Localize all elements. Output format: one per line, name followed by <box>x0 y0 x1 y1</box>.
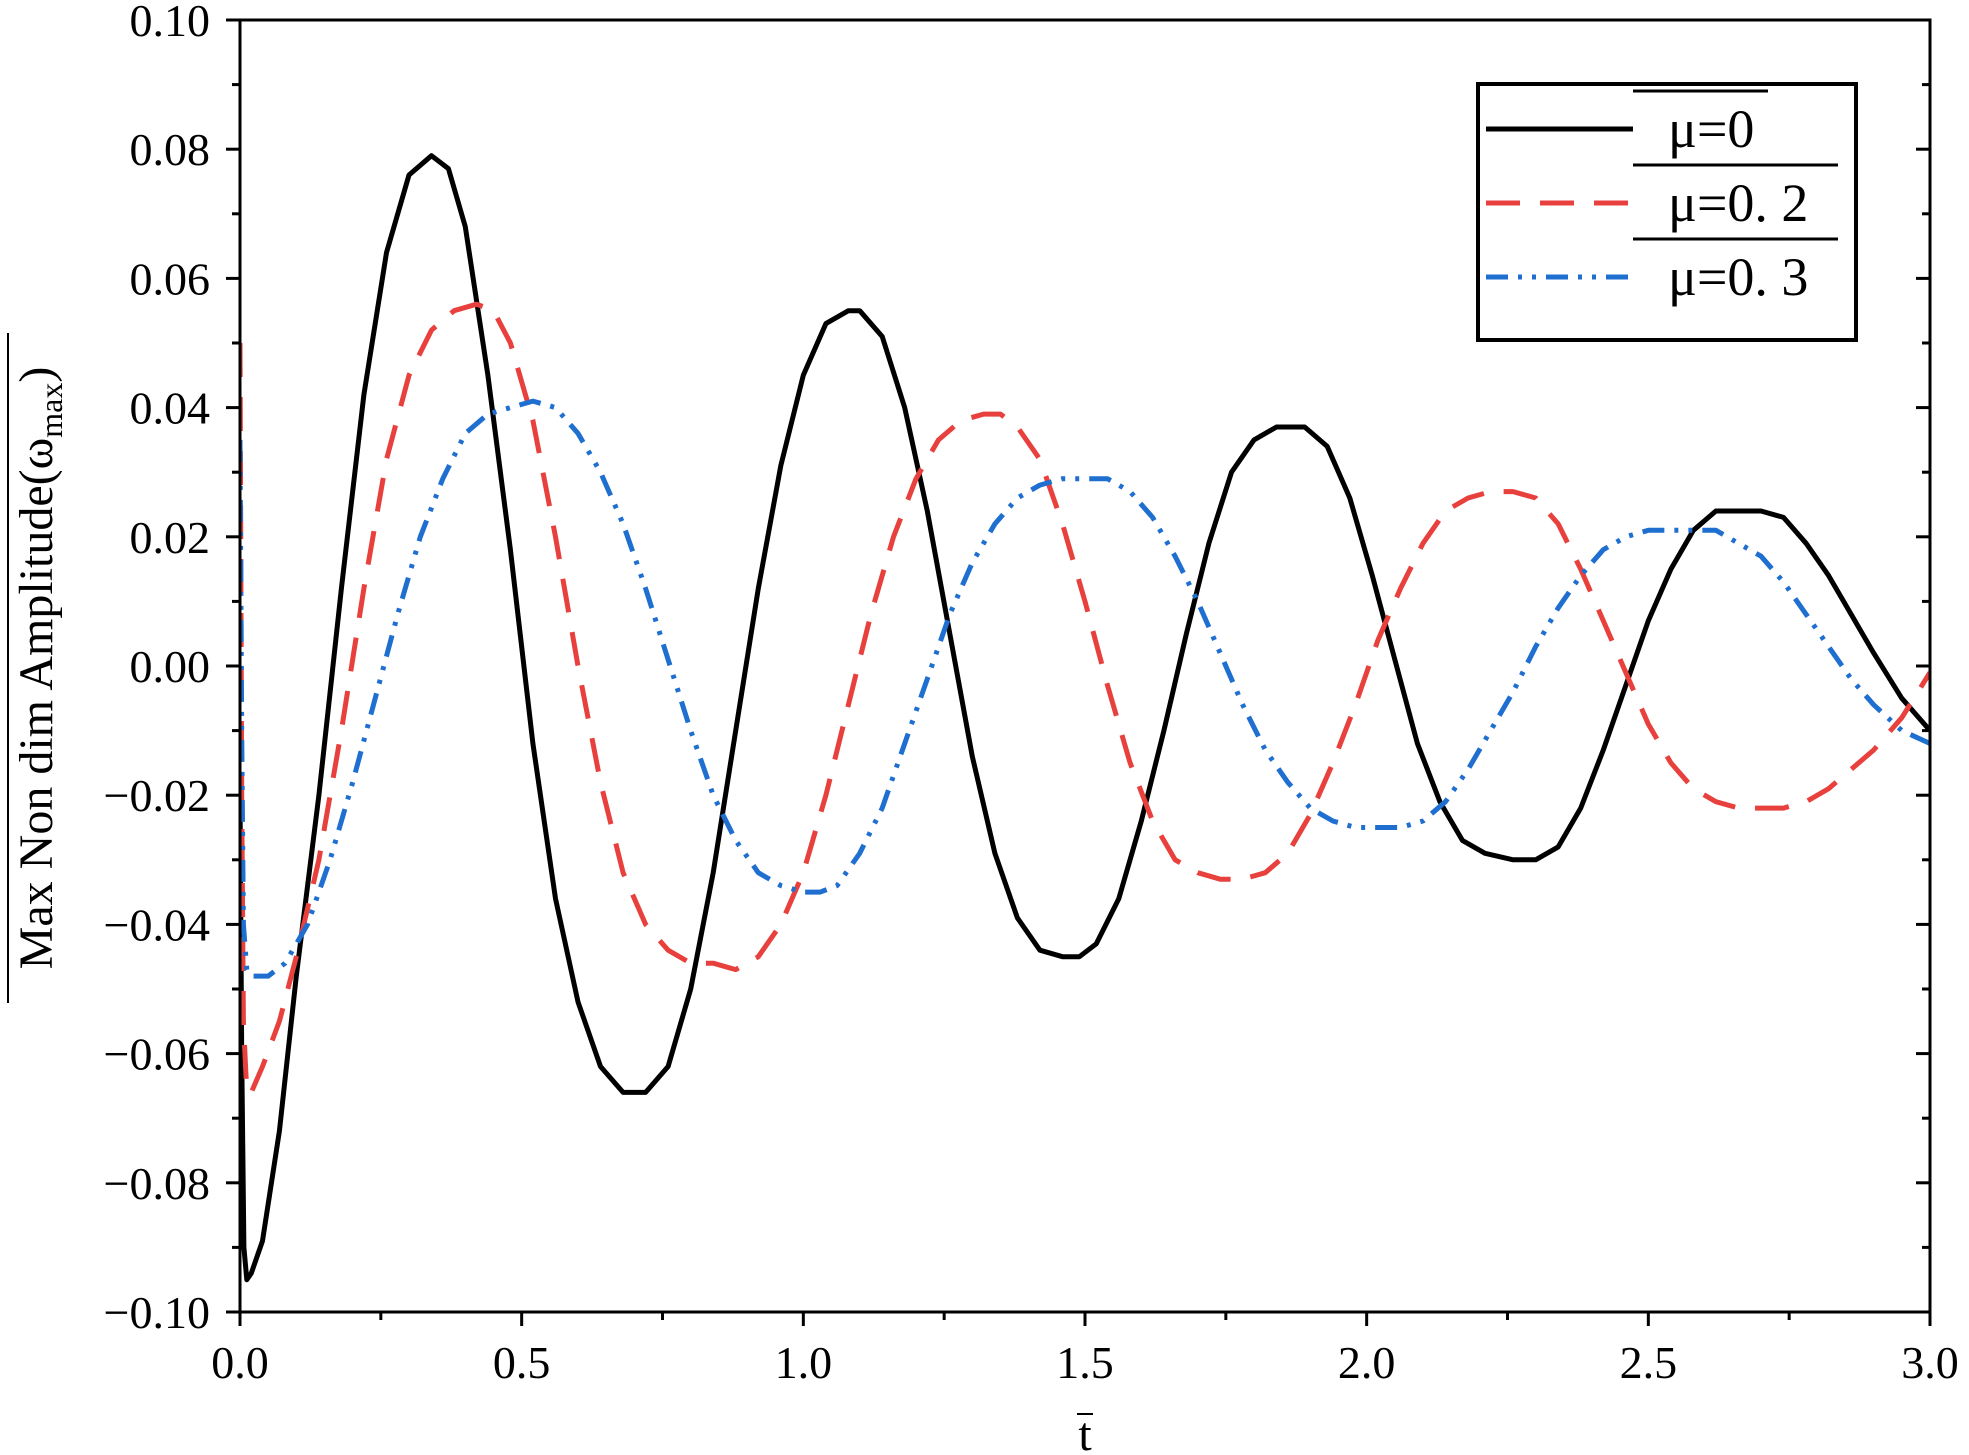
legend-label-0: μ=0 <box>1668 99 1754 159</box>
plot-area <box>240 153 1930 1283</box>
tick-labels: 0.0 0.5 1.0 1.5 2.0 2.5 3.0 0.10 0.08 0.06 0.04 0.0… <box>104 0 1959 1388</box>
y-tick-label: 0.00 <box>130 641 211 692</box>
y-tick-label: 0.08 <box>130 124 211 175</box>
y-axis-title-sub: max <box>33 383 69 438</box>
x-tick-label: 2.5 <box>1620 1337 1678 1388</box>
y-tick-label: −0.08 <box>104 1158 210 1209</box>
y-axis-title-close: ) <box>10 367 63 383</box>
y-tick-label: 0.06 <box>130 253 211 304</box>
svg-text:Max Non dim Amplitude(ωmax): Max Non dim Amplitude(ωmax) <box>10 367 69 970</box>
y-axis-title-main: Max Non dim Amplitude(ω <box>10 438 63 970</box>
x-tick-label: 1.5 <box>1056 1337 1114 1388</box>
legend-label-2: μ=0. 3 <box>1668 247 1808 307</box>
y-tick-label: 0.02 <box>130 512 211 563</box>
legend: μ=0 μ=0. 2 μ=0. 3 <box>1476 82 1858 342</box>
x-axis-title: t <box>1078 1408 1092 1455</box>
legend-label-1: μ=0. 2 <box>1668 173 1808 233</box>
y-tick-label: −0.06 <box>104 1029 210 1080</box>
x-tick-label: 0.5 <box>493 1337 551 1388</box>
series-line-2 <box>240 398 1930 979</box>
x-tick-label: 2.0 <box>1338 1337 1396 1388</box>
y-axis-title: Max Non dim Amplitude(ωmax) <box>7 333 69 1003</box>
y-tick-label: −0.02 <box>104 770 210 821</box>
x-tick-label: 3.0 <box>1901 1337 1959 1388</box>
series-line-0 <box>240 153 1930 1283</box>
y-tick-label: −0.04 <box>104 899 210 950</box>
x-tick-label: 1.0 <box>775 1337 833 1388</box>
plot-frame <box>238 18 1932 1314</box>
x-tick-label: 0.0 <box>211 1337 269 1388</box>
y-tick-label: 0.04 <box>130 383 211 434</box>
y-tick-label: 0.10 <box>130 0 211 46</box>
y-tick-label: −0.10 <box>104 1287 210 1338</box>
